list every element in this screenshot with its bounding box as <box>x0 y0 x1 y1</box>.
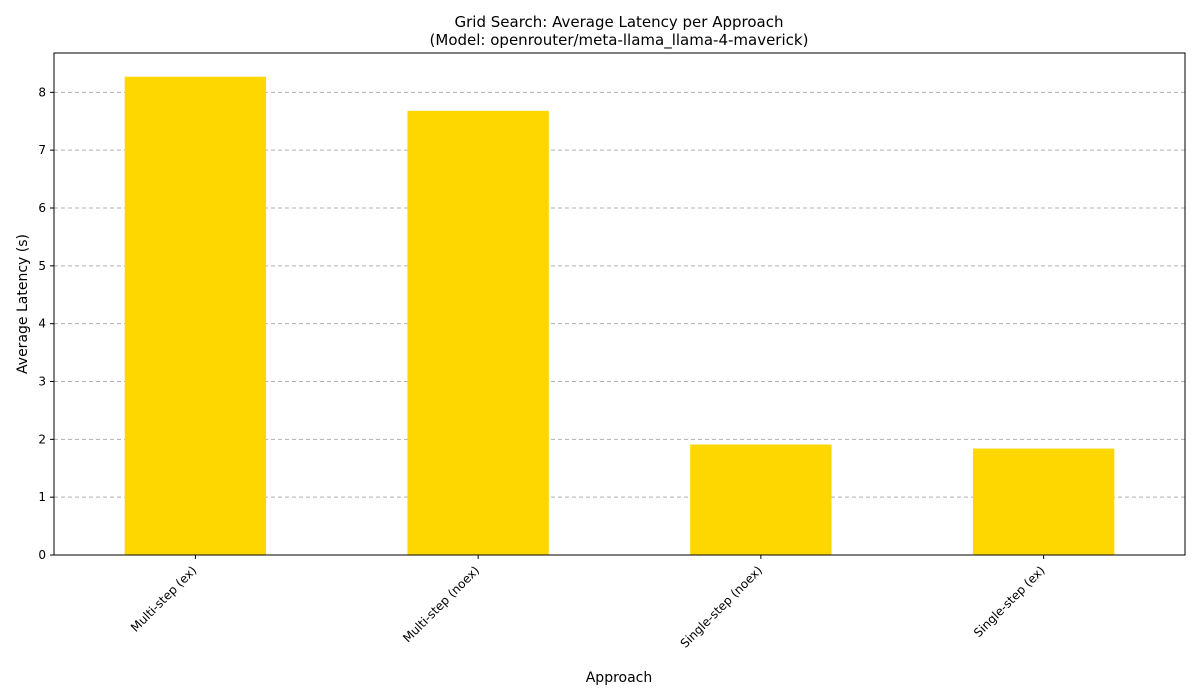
axes-layer <box>53 52 1186 556</box>
y-tick-label: 5 <box>38 259 46 273</box>
plot-frame <box>53 52 1186 556</box>
bar <box>972 448 1115 555</box>
x-tick-label: Single-step (ex) <box>971 563 1048 640</box>
y-tick-label: 7 <box>38 143 46 157</box>
y-tick-label: 6 <box>38 201 46 215</box>
x-tick-label: Multi-step (ex) <box>128 563 199 634</box>
chart-subtitle: (Model: openrouter/meta-llama_llama-4-ma… <box>430 31 809 50</box>
x-tick-label: Single-step (noex) <box>678 563 765 650</box>
y-tick-label: 2 <box>38 432 46 446</box>
bar <box>407 110 549 555</box>
y-tick-label: 1 <box>38 490 46 504</box>
y-tick-label: 4 <box>38 317 46 331</box>
y-tick-label: 8 <box>38 85 46 99</box>
x-axis-title: Approach <box>586 670 653 686</box>
y-tick-label: 0 <box>38 548 46 562</box>
bar <box>124 76 267 556</box>
x-tick-label: Multi-step (noex) <box>400 563 482 645</box>
y-tick-label: 3 <box>38 374 46 388</box>
bars-layer <box>124 76 1115 556</box>
y-axis-title: Average Latency (s) <box>15 234 31 374</box>
chart-title: Grid Search: Average Latency per Approac… <box>455 13 784 31</box>
bar <box>690 444 832 555</box>
